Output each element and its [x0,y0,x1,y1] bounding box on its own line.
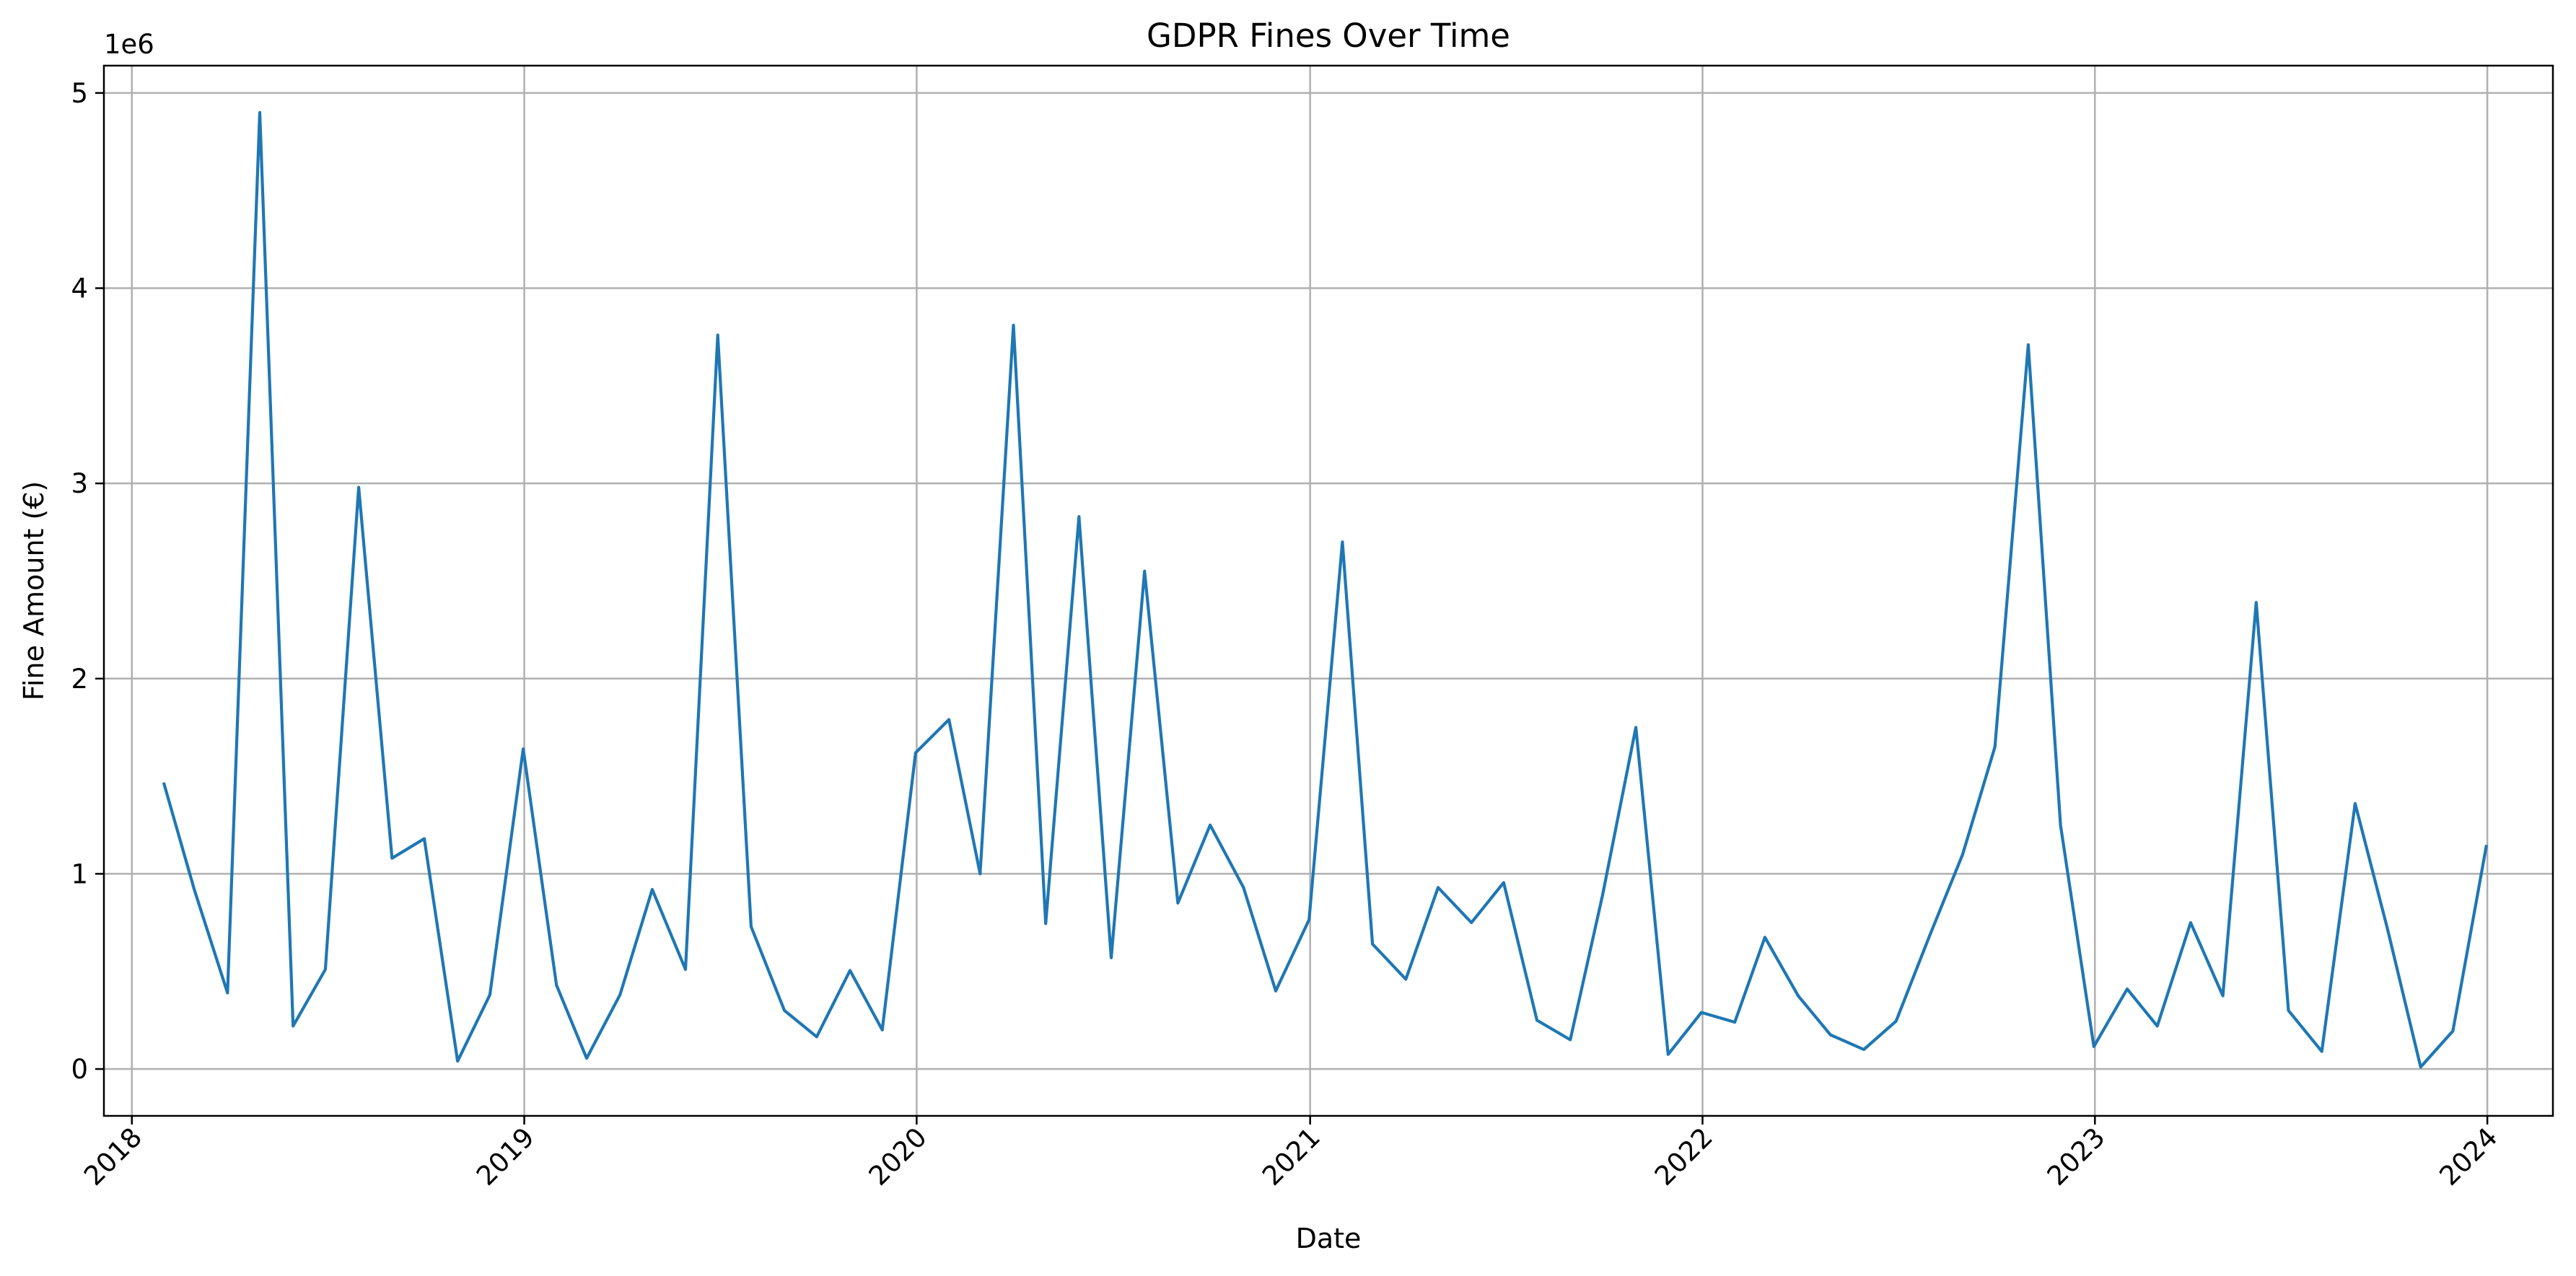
data-point-2021-07-31 [1536,1019,1538,1021]
data-point-2022-10-31 [2028,344,2029,346]
data-point-2019-09-30 [816,1036,818,1037]
data-point-2023-02-28 [2157,1026,2158,1027]
data-point-2018-09-30 [424,838,425,840]
data-point-2019-03-31 [619,994,621,995]
data-point-2021-09-30 [1602,894,1603,896]
data-point-2022-01-31 [1734,1021,1735,1023]
plot-frame [102,64,2554,1117]
y-tick-label-0: 0 [71,1054,88,1085]
data-point-2019-06-30 [717,335,719,336]
data-point-2020-06-30 [1110,957,1112,959]
data-point-2019-05-31 [685,969,686,970]
data-point-2021-05-31 [1471,922,1472,923]
data-point-2020-11-30 [1275,990,1276,992]
data-point-2021-02-28 [1372,943,1373,945]
data-point-2021-03-31 [1405,979,1406,980]
x-gridlines [131,66,2489,1116]
data-point-2020-04-30 [1045,923,1046,924]
data-point-2019-08-31 [784,1010,785,1011]
y-tick-label-5: 5 [71,78,88,109]
data-point-2018-04-30 [259,112,260,113]
data-point-2020-12-31 [1308,919,1310,920]
data-point-2018-03-31 [227,993,228,994]
data-point-2019-02-28 [586,1057,587,1059]
data-point-2022-02-28 [1764,936,1766,938]
data-point-2018-08-31 [391,858,393,859]
data-point-2021-01-31 [1341,541,1343,542]
data-point-2018-11-30 [489,994,491,995]
data-point-2023-08-31 [2354,803,2356,804]
data-point-2021-06-30 [1503,882,1504,884]
data-point-2021-11-30 [1668,1054,1669,1055]
data-point-2023-01-31 [2126,988,2128,990]
series-line [162,110,2489,1069]
data-point-2023-06-30 [2288,1010,2290,1011]
data-point-2021-12-31 [1701,1012,1702,1013]
data-point-2020-03-31 [1013,325,1015,326]
data-point-2022-04-30 [1830,1034,1831,1036]
y-offset-label: 1e6 [104,29,154,60]
data-point-2020-07-31 [1144,571,1145,572]
data-point-2023-09-30 [2387,928,2388,929]
data-point-2023-11-30 [2452,1030,2453,1031]
data-point-2023-03-31 [2190,922,2191,923]
data-point-2023-07-31 [2321,1051,2323,1052]
data-point-2020-02-29 [979,873,981,874]
data-point-2018-07-31 [358,487,359,488]
y-axis-label: Fine Amount (€) [18,481,50,700]
data-point-2023-05-31 [2256,602,2257,603]
data-point-2022-05-31 [1863,1049,1865,1050]
data-point-2021-08-31 [1569,1039,1571,1041]
data-point-2020-10-31 [1243,886,1244,888]
data-point-2022-07-31 [1929,936,1930,937]
data-point-2019-04-30 [652,889,653,890]
data-point-2018-02-28 [193,889,195,890]
data-point-2019-01-31 [556,985,557,986]
data-point-2020-08-31 [1177,902,1178,904]
data-point-2020-09-30 [1209,824,1211,826]
y-tick-label-4: 4 [71,273,88,304]
data-point-2018-12-31 [522,748,524,749]
data-point-2022-03-31 [1797,995,1799,997]
data-point-2022-09-30 [1994,747,1996,748]
data-point-2022-12-31 [2093,1046,2095,1047]
data-point-2018-06-30 [325,969,326,970]
data-point-2022-06-30 [1896,1021,1897,1022]
data-point-2020-05-31 [1078,516,1079,517]
data-point-2022-11-30 [2060,824,2062,826]
data-point-2021-04-30 [1437,886,1439,888]
y-tick-label-1: 1 [71,858,88,889]
data-point-2020-01-31 [948,719,950,721]
data-point-2019-12-31 [915,752,916,754]
data-point-2023-04-30 [2222,995,2224,997]
data-point-2018-05-31 [292,1026,294,1027]
x-axis-label: Date [1296,1223,1362,1254]
y-tick-label-3: 3 [71,468,88,499]
y-tick-label-2: 2 [71,664,88,695]
y-axis-ticks: 0 1 2 3 4 5 [71,78,104,1085]
data-point-2023-12-31 [2486,846,2487,848]
data-point-2019-10-31 [849,969,851,971]
data-point-2021-10-31 [1635,726,1637,728]
y-gridlines [104,92,2553,1070]
data-point-2023-10-31 [2420,1066,2422,1068]
data-point-2019-11-30 [882,1029,883,1031]
chart-title: GDPR Fines Over Time [1147,17,1510,55]
data-point-2018-10-31 [457,1060,458,1062]
data-point-2019-07-31 [750,926,752,928]
data-point-2018-01-31 [163,783,165,785]
data-point-2022-08-31 [1962,853,1963,855]
